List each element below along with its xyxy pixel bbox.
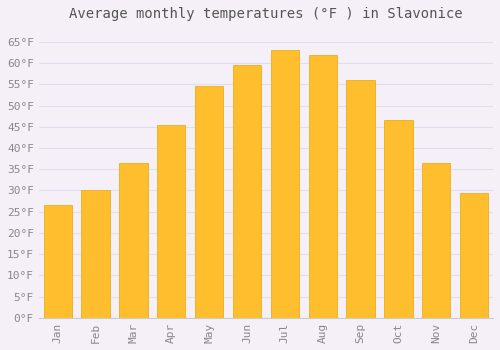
Bar xyxy=(44,205,72,318)
Bar xyxy=(119,163,148,318)
Bar xyxy=(270,50,299,318)
Bar xyxy=(422,163,450,318)
Bar xyxy=(346,80,375,318)
Bar xyxy=(157,125,186,318)
Bar xyxy=(195,86,224,318)
Bar xyxy=(384,120,412,318)
Bar xyxy=(233,65,261,318)
Bar xyxy=(308,55,337,318)
Title: Average monthly temperatures (°F ) in Slavonice: Average monthly temperatures (°F ) in Sl… xyxy=(69,7,462,21)
Bar xyxy=(460,193,488,318)
Bar xyxy=(82,190,110,318)
